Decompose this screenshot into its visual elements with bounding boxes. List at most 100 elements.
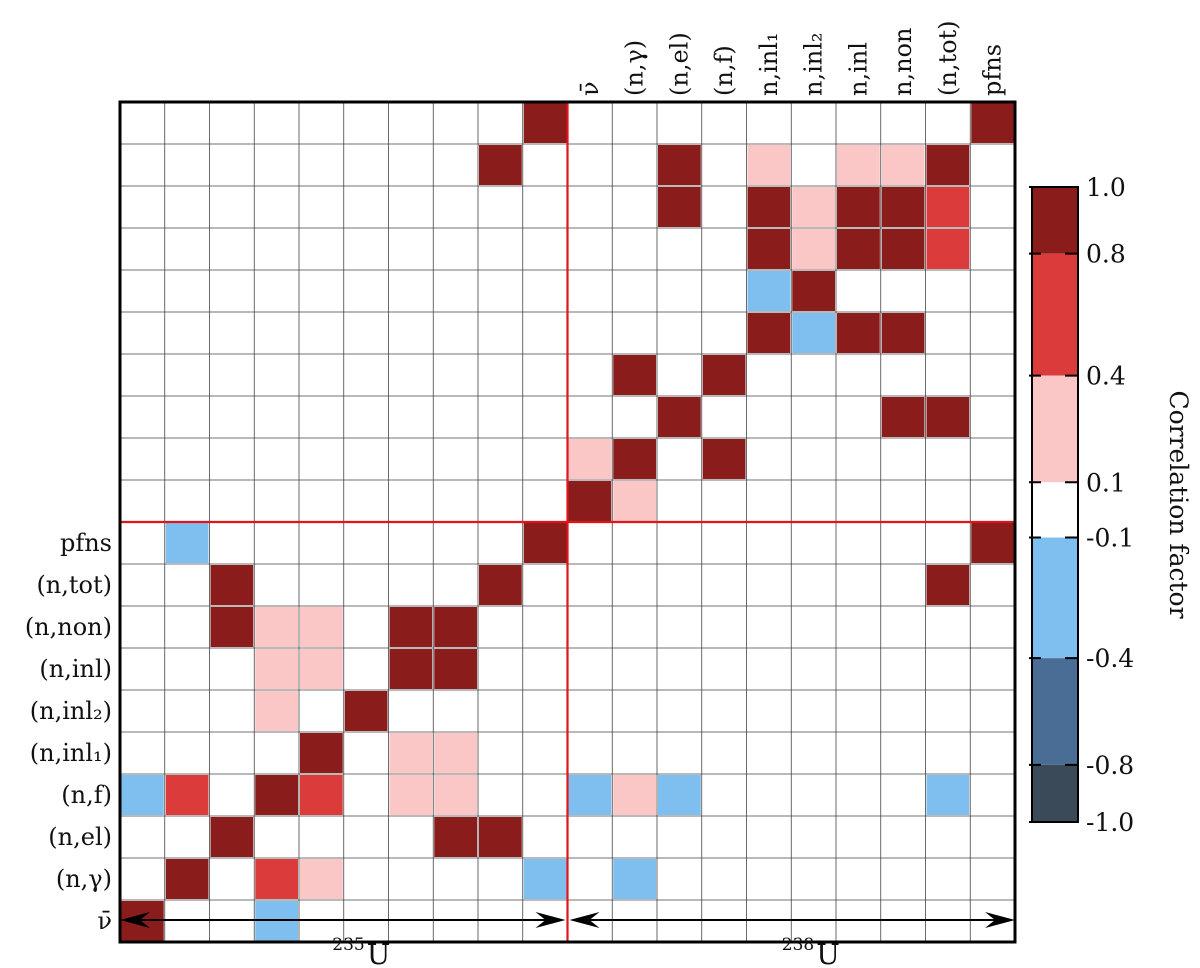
arrowhead-left [120, 912, 150, 928]
colorbar-band [1032, 375, 1078, 483]
column-label: (n,el) [665, 32, 693, 96]
heatmap-cell [300, 775, 343, 815]
heatmap-cell [523, 523, 567, 563]
heatmap-cell [792, 187, 835, 227]
colorbar-band [1032, 253, 1078, 376]
heatmap-cell [971, 523, 1014, 563]
heatmap-cell [210, 607, 254, 647]
colorbar-tick-label: -0.1 [1086, 524, 1134, 553]
row-label: (n,inl) [39, 655, 112, 683]
heatmap-cell [613, 775, 656, 815]
heatmap-cell [747, 145, 791, 185]
heatmap-cell [792, 271, 835, 311]
colorbar-band [1032, 482, 1078, 538]
isotope-symbol: U [367, 938, 391, 968]
heatmap-cell [389, 649, 433, 689]
heatmap-cell [971, 103, 1014, 143]
heatmap-cell [300, 733, 343, 773]
arrowhead-right [535, 912, 566, 928]
row-label: pfns [60, 529, 112, 557]
heatmap-cell [881, 397, 925, 437]
isotope-separators [120, 102, 1015, 942]
colorbar-tick-label: -1.0 [1086, 808, 1134, 837]
heatmap-cell [568, 439, 612, 479]
heatmap-cells [121, 103, 1014, 941]
heatmap-cell [881, 229, 925, 269]
heatmap-cell [523, 103, 567, 143]
heatmap-cell [658, 397, 701, 437]
heatmap-cell [837, 187, 880, 227]
column-label: (n,f) [710, 45, 738, 96]
heatmap-cell [792, 313, 835, 353]
heatmap-cell [434, 775, 477, 815]
heatmap-cell [926, 229, 970, 269]
heatmap-cell [881, 145, 925, 185]
heatmap-cell [300, 607, 343, 647]
heatmap-cell [747, 229, 791, 269]
heatmap-cell [389, 607, 433, 647]
heatmap-cell [479, 145, 522, 185]
heatmap-cell [300, 859, 343, 899]
heatmap-cell [837, 229, 880, 269]
heatmap-cell [702, 439, 746, 479]
column-label: (n,tot) [934, 20, 962, 96]
column-label: n,inl [844, 42, 872, 96]
row-label: (n,inl₂) [30, 697, 112, 725]
colorbar-band [1032, 537, 1078, 659]
heatmap-cell [837, 145, 880, 185]
top-labels: ν̄ (n,γ) (n,el) (n,f) n,inl₁ n,inl₂ n,inl n,non… [576, 20, 1007, 96]
heatmap-cell [165, 859, 209, 899]
heatmap-cell [568, 775, 612, 815]
heatmap-cell [613, 481, 656, 521]
column-label: pfns [979, 44, 1007, 96]
row-label: (n,el) [48, 823, 112, 851]
colorbar-title: Correlation factor [1164, 390, 1193, 618]
heatmap-cell [434, 733, 477, 773]
heatmap-cell [926, 187, 970, 227]
heatmap-cell [702, 355, 746, 395]
arrowhead-right [985, 912, 1015, 928]
column-label: n,non [889, 28, 917, 96]
heatmap-cell [255, 859, 298, 899]
colorbar: 1.0 0.8 0.4 0.1 -0.1 -0.4 -0.8 -1.0 Correlation … [1029, 173, 1193, 837]
heatmap-cell [434, 817, 477, 857]
row-label: (n,tot) [36, 571, 112, 599]
heatmap-cell [926, 145, 970, 185]
arrowhead-left [569, 912, 600, 928]
grid-lines [120, 102, 1015, 942]
colorbar-band [1032, 764, 1078, 822]
column-label: ν̄ [576, 81, 604, 96]
heatmap-cell [479, 817, 522, 857]
column-label: n,inl₁ [755, 32, 783, 96]
heatmap-cell [255, 649, 298, 689]
heatmap-cell [523, 859, 567, 899]
heatmap-cell [434, 649, 477, 689]
heatmap-cell [434, 607, 477, 647]
column-label: (n,γ) [621, 40, 649, 96]
colorbar-tick-label: 0.4 [1086, 362, 1126, 391]
colorbar-band [1032, 658, 1078, 765]
isotope-axis: 235 U 238 U [120, 912, 1015, 968]
row-label: (n,non) [25, 613, 112, 641]
heatmap-cell [121, 775, 164, 815]
heatmap-cell [792, 229, 835, 269]
colorbar-tick-label: -0.8 [1086, 751, 1134, 780]
heatmap-cell [881, 187, 925, 227]
heatmap-cell [613, 859, 656, 899]
heatmap-cell [613, 355, 656, 395]
heatmap-cell [658, 145, 701, 185]
heatmap-cell [837, 313, 880, 353]
heatmap-cell [658, 775, 701, 815]
row-label: ν̄ [97, 907, 112, 935]
heatmap-cell [255, 691, 298, 731]
heatmap-cell [926, 397, 970, 437]
heatmap-cell [389, 733, 433, 773]
row-labels: pfns (n,tot) (n,non) (n,inl) (n,inl₂) (n,inl₁… [25, 529, 112, 935]
colorbar-tick-label: 1.0 [1086, 173, 1126, 202]
heatmap-cell [479, 565, 522, 605]
colorbar-band [1032, 187, 1078, 254]
heatmap-cell [568, 481, 612, 521]
heatmap-cell [613, 439, 656, 479]
heatmap-cell [926, 565, 970, 605]
